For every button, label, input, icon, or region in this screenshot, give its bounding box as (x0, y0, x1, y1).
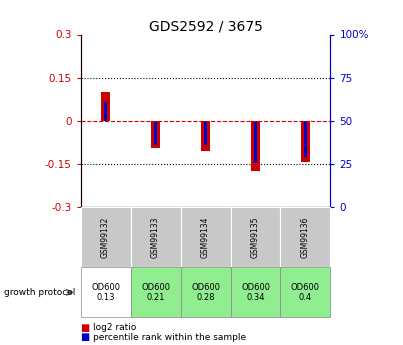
Bar (301, 121, 310, 162)
Bar (254, 121, 257, 163)
Text: GSM99133: GSM99133 (151, 216, 160, 258)
Title: GDS2592 / 3675: GDS2592 / 3675 (149, 19, 262, 33)
Text: GSM99135: GSM99135 (251, 216, 260, 258)
Text: GSM99132: GSM99132 (101, 217, 110, 258)
Text: percentile rank within the sample: percentile rank within the sample (93, 333, 246, 342)
Bar (304, 121, 307, 157)
Text: OD600
0.13: OD600 0.13 (91, 283, 120, 302)
Text: ■: ■ (81, 333, 90, 342)
Text: OD600
0.34: OD600 0.34 (241, 283, 270, 302)
Bar (104, 102, 107, 121)
Text: ■: ■ (81, 323, 90, 333)
Bar (154, 121, 157, 145)
Text: growth protocol: growth protocol (4, 288, 75, 297)
Bar (201, 121, 210, 151)
Text: log2 ratio: log2 ratio (93, 323, 136, 332)
Bar (204, 121, 207, 145)
Text: GSM99136: GSM99136 (301, 216, 310, 258)
Text: OD600
0.21: OD600 0.21 (141, 283, 170, 302)
Bar (101, 92, 110, 121)
Bar (151, 121, 160, 148)
Text: OD600
0.28: OD600 0.28 (191, 283, 220, 302)
Text: OD600
0.4: OD600 0.4 (291, 283, 320, 302)
Text: GSM99134: GSM99134 (201, 216, 210, 258)
Bar (251, 121, 260, 171)
